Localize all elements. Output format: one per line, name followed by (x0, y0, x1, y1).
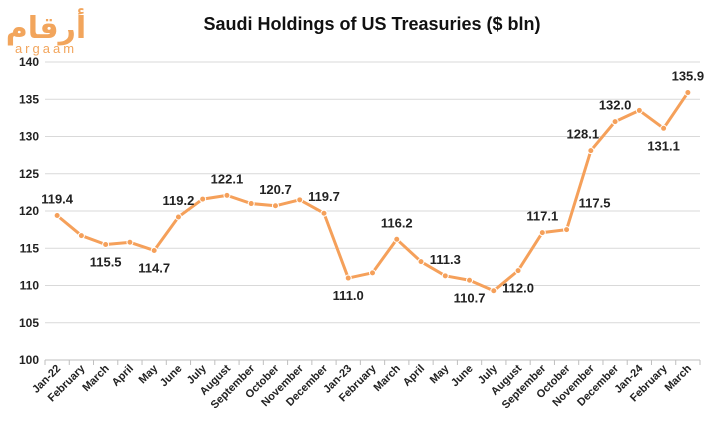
data-point (126, 238, 134, 246)
x-tick-label: May (428, 362, 452, 386)
data-label: 119.4 (41, 191, 74, 206)
data-point (77, 232, 85, 240)
argaam-logo: أرقام argaam (6, 8, 86, 56)
data-point (587, 147, 595, 155)
data-point (271, 202, 279, 210)
data-label: 132.0 (599, 98, 632, 113)
y-tick-label: 100 (19, 353, 39, 367)
data-label: 117.1 (526, 209, 558, 224)
x-tick-label: April (110, 363, 136, 389)
data-label: 116.2 (381, 215, 413, 230)
x-tick-label: March (663, 362, 695, 394)
data-point (538, 229, 546, 237)
data-point (223, 191, 231, 199)
y-tick-label: 140 (19, 55, 39, 69)
data-label: 111.0 (333, 288, 364, 303)
data-point (514, 267, 522, 275)
data-point (320, 209, 328, 217)
data-label: 110.7 (454, 290, 486, 305)
x-tick-label: April (401, 363, 427, 389)
data-label: 119.2 (163, 193, 195, 208)
chart-title: Saudi Holdings of US Treasuries ($ bln) (203, 14, 540, 34)
data-point (441, 272, 449, 280)
logo-latin-text: argaam (15, 41, 77, 56)
data-label: 112.0 (502, 281, 534, 296)
data-point (150, 246, 158, 254)
data-label: 128.1 (567, 127, 600, 142)
y-tick-label: 120 (19, 204, 39, 218)
data-point (102, 241, 110, 249)
y-tick-label: 125 (19, 167, 39, 181)
data-label: 135.9 (672, 69, 705, 84)
data-point (635, 106, 643, 114)
data-point (611, 118, 619, 126)
data-label: 122.1 (211, 171, 244, 186)
data-label: 111.3 (430, 252, 461, 267)
data-label: 114.7 (138, 260, 170, 275)
data-point (174, 213, 182, 221)
data-label: 120.7 (259, 182, 292, 197)
data-point (684, 89, 692, 97)
data-point (660, 124, 668, 132)
data-label: 131.1 (647, 138, 680, 153)
data-point (417, 258, 425, 266)
y-tick-label: 135 (19, 92, 39, 106)
data-label: 119.7 (308, 189, 340, 204)
data-point (344, 274, 352, 282)
data-point (247, 200, 255, 208)
data-labels: 119.4 115.5 114.7 119.2 122.1 120.7 119.7 111.0… (41, 69, 704, 306)
x-tick-label: March (371, 362, 403, 394)
x-tick-label: June (158, 363, 185, 390)
data-point (490, 287, 498, 295)
data-point (296, 196, 304, 204)
data-point (466, 276, 474, 284)
series-line (53, 89, 692, 295)
data-point (393, 235, 401, 243)
y-axis: 100 105 110 115 120 125 130 135 140 (19, 55, 39, 367)
data-point (53, 211, 61, 219)
x-tick-label: June (449, 363, 476, 390)
logo-arabic-text: أرقام (6, 8, 86, 46)
y-tick-label: 110 (20, 279, 40, 293)
y-tick-label: 130 (19, 130, 39, 144)
data-label: 115.5 (90, 255, 122, 270)
x-tick-label: March (80, 362, 112, 394)
y-tick-label: 115 (20, 241, 40, 255)
data-point (563, 226, 571, 234)
x-tick-label: May (137, 362, 161, 386)
data-label: 117.5 (579, 196, 611, 211)
data-point (199, 195, 207, 203)
data-point (369, 269, 376, 277)
y-tick-label: 105 (19, 316, 39, 330)
